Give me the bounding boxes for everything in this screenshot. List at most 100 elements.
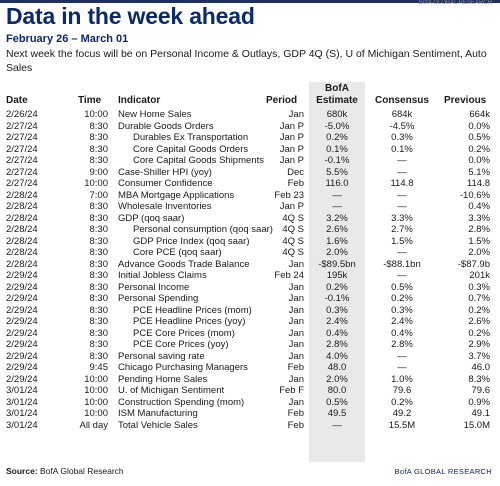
cell-period: Jan bbox=[288, 281, 304, 293]
cell-previous: 3.7% bbox=[468, 350, 490, 362]
cell-indicator: PCE Core Prices (mom) bbox=[133, 327, 235, 339]
header-bofa-line1: BofA bbox=[325, 83, 349, 94]
cell-date: 2/29/24 bbox=[6, 339, 38, 350]
table-row: 2/29/24 8:30 PCE Headline Prices (yoy) Jan 2… bbox=[0, 316, 500, 328]
cell-period: 4Q S bbox=[282, 247, 304, 258]
cell-previous: 0.2% bbox=[468, 327, 490, 339]
cell-date: 2/28/24 bbox=[6, 189, 38, 201]
cell-period: Feb 23 bbox=[274, 189, 304, 201]
cell-time: 8:30 bbox=[89, 304, 109, 316]
table-row: 2/29/24 10:00 Pending Home Sales Jan 2.0% 1.0… bbox=[0, 374, 500, 386]
cell-period: Feb 24 bbox=[274, 270, 304, 281]
cell-bofa-estimate: 680k bbox=[326, 109, 348, 120]
corner-label: BofA GLOBAL RESEARCH bbox=[418, 0, 492, 6]
cell-bofa-estimate: — bbox=[332, 189, 342, 201]
cell-date: 3/01/24 bbox=[6, 396, 38, 408]
cell-bofa-estimate: -5.0% bbox=[324, 120, 350, 132]
cell-period: Jan P bbox=[279, 132, 304, 143]
cell-bofa-estimate: 0.3% bbox=[326, 304, 348, 316]
cell-previous: 0.0% bbox=[468, 155, 490, 166]
cell-period: Feb bbox=[287, 362, 304, 373]
cell-bofa-estimate: -0.1% bbox=[324, 155, 350, 166]
cell-bofa-estimate: -$89.5bn bbox=[318, 258, 356, 270]
cell-bofa-estimate: 0.1% bbox=[326, 143, 348, 155]
cell-time: 8:30 bbox=[89, 327, 109, 339]
table-row: 2/29/24 8:30 Initial Jobless Claims Feb 24 1… bbox=[0, 270, 500, 282]
header-time: Time bbox=[78, 95, 102, 106]
cell-date: 2/28/24 bbox=[6, 224, 38, 235]
cell-time: All day bbox=[79, 419, 108, 431]
cell-indicator: Core PCE (qoq saar) bbox=[133, 247, 222, 258]
date-range: February 26 – March 01 bbox=[6, 33, 129, 45]
cell-indicator: Total Vehicle Sales bbox=[118, 419, 198, 431]
cell-period: Jan bbox=[288, 350, 304, 362]
cell-indicator: Initial Jobless Claims bbox=[118, 270, 207, 281]
header-previous: Previous bbox=[444, 95, 487, 106]
cell-indicator: Consumer Confidence bbox=[118, 178, 213, 189]
cell-time: 10:00 bbox=[84, 385, 108, 396]
cell-consensus: 0.1% bbox=[391, 143, 413, 155]
cell-bofa-estimate: 116.0 bbox=[325, 178, 349, 189]
cell-period: Jan P bbox=[279, 201, 304, 212]
cell-consensus: 3.3% bbox=[391, 212, 413, 224]
table-row: 2/28/24 8:30 GDP (qoq saar) 4Q S 3.2% 3.3% 3.3… bbox=[0, 213, 500, 225]
cell-indicator: GDP Price Index (qoq saar) bbox=[133, 235, 250, 247]
table-row: 3/01/24 All day Total Vehicle Sales Feb — 15.… bbox=[0, 420, 500, 432]
cell-bofa-estimate: 2.4% bbox=[326, 316, 348, 327]
cell-bofa-estimate: 2.6% bbox=[326, 224, 348, 235]
cell-time: 8:30 bbox=[89, 350, 109, 362]
cell-period: Jan bbox=[288, 339, 304, 350]
cell-consensus: 1.5% bbox=[391, 235, 413, 247]
table-row: 3/01/24 10:00 U. of Michigan Sentiment Feb … bbox=[0, 385, 500, 397]
cell-date: 2/28/24 bbox=[6, 235, 38, 247]
cell-indicator: Personal Income bbox=[118, 281, 190, 293]
cell-date: 2/29/24 bbox=[6, 293, 38, 304]
cell-bofa-estimate: — bbox=[332, 419, 342, 431]
cell-previous: 3.3% bbox=[468, 212, 490, 224]
table-row: 2/29/24 8:30 PCE Core Prices (yoy) Jan 2.8% 2… bbox=[0, 339, 500, 351]
table-row: 2/27/24 8:30 Core Capital Goods Shipments J… bbox=[0, 155, 500, 167]
cell-indicator: Construction Spending (mom) bbox=[118, 396, 245, 408]
table-row: 2/29/24 8:30 Personal Spending Jan -0.1% 0.2%… bbox=[0, 293, 500, 305]
cell-date: 2/28/24 bbox=[6, 201, 38, 212]
cell-consensus: 0.3% bbox=[391, 304, 413, 316]
cell-previous: 0.3% bbox=[468, 281, 490, 293]
cell-time: 8:30 bbox=[89, 235, 109, 247]
cell-indicator: Wholesale Inventories bbox=[118, 201, 212, 212]
table-row: 2/29/24 8:30 Personal saving rate Jan 4.0% — 3… bbox=[0, 351, 500, 363]
cell-period: Jan bbox=[288, 327, 304, 339]
cell-time: 8:30 bbox=[89, 258, 109, 270]
cell-indicator: PCE Headline Prices (mom) bbox=[133, 304, 252, 316]
cell-bofa-estimate: 0.4% bbox=[326, 327, 348, 339]
cell-date: 2/29/24 bbox=[6, 316, 38, 327]
cell-consensus: — bbox=[397, 350, 407, 362]
cell-bofa-estimate: 3.2% bbox=[326, 212, 348, 224]
cell-indicator: Durable Goods Orders bbox=[118, 120, 214, 132]
cell-bofa-estimate: 2.0% bbox=[326, 247, 348, 258]
header-date: Date bbox=[6, 95, 28, 106]
cell-time: 8:30 bbox=[89, 316, 109, 327]
cell-time: 10:00 bbox=[84, 109, 108, 120]
cell-indicator: Core Capital Goods Shipments bbox=[133, 155, 264, 166]
cell-previous: 2.9% bbox=[468, 339, 490, 350]
cell-time: 8:30 bbox=[89, 155, 109, 166]
cell-previous: 0.4% bbox=[468, 201, 490, 212]
cell-date: 3/01/24 bbox=[6, 385, 38, 396]
source-label: Source: bbox=[6, 466, 38, 476]
cell-consensus: 2.8% bbox=[391, 339, 413, 350]
cell-consensus: 2.7% bbox=[391, 224, 413, 235]
cell-consensus: 0.2% bbox=[391, 293, 413, 304]
cell-previous: 0.9% bbox=[468, 396, 490, 408]
cell-previous: 114.8 bbox=[466, 178, 490, 189]
table-row: 2/27/24 9:00 Case-Shiller HPI (yoy) Dec 5.5%… bbox=[0, 167, 500, 179]
cell-time: 8:30 bbox=[89, 120, 109, 132]
cell-period: Feb F bbox=[279, 385, 304, 396]
cell-consensus: 49.2 bbox=[392, 408, 412, 419]
table-row: 2/28/24 8:30 Wholesale Inventories Jan P — — 0… bbox=[0, 201, 500, 213]
cell-date: 2/27/24 bbox=[6, 178, 38, 189]
cell-indicator: PCE Headline Prices (yoy) bbox=[133, 316, 246, 327]
cell-time: 10:00 bbox=[84, 373, 108, 385]
cell-previous: -$87.9b bbox=[457, 258, 490, 270]
cell-date: 2/27/24 bbox=[6, 155, 38, 166]
cell-date: 2/29/24 bbox=[6, 350, 38, 362]
